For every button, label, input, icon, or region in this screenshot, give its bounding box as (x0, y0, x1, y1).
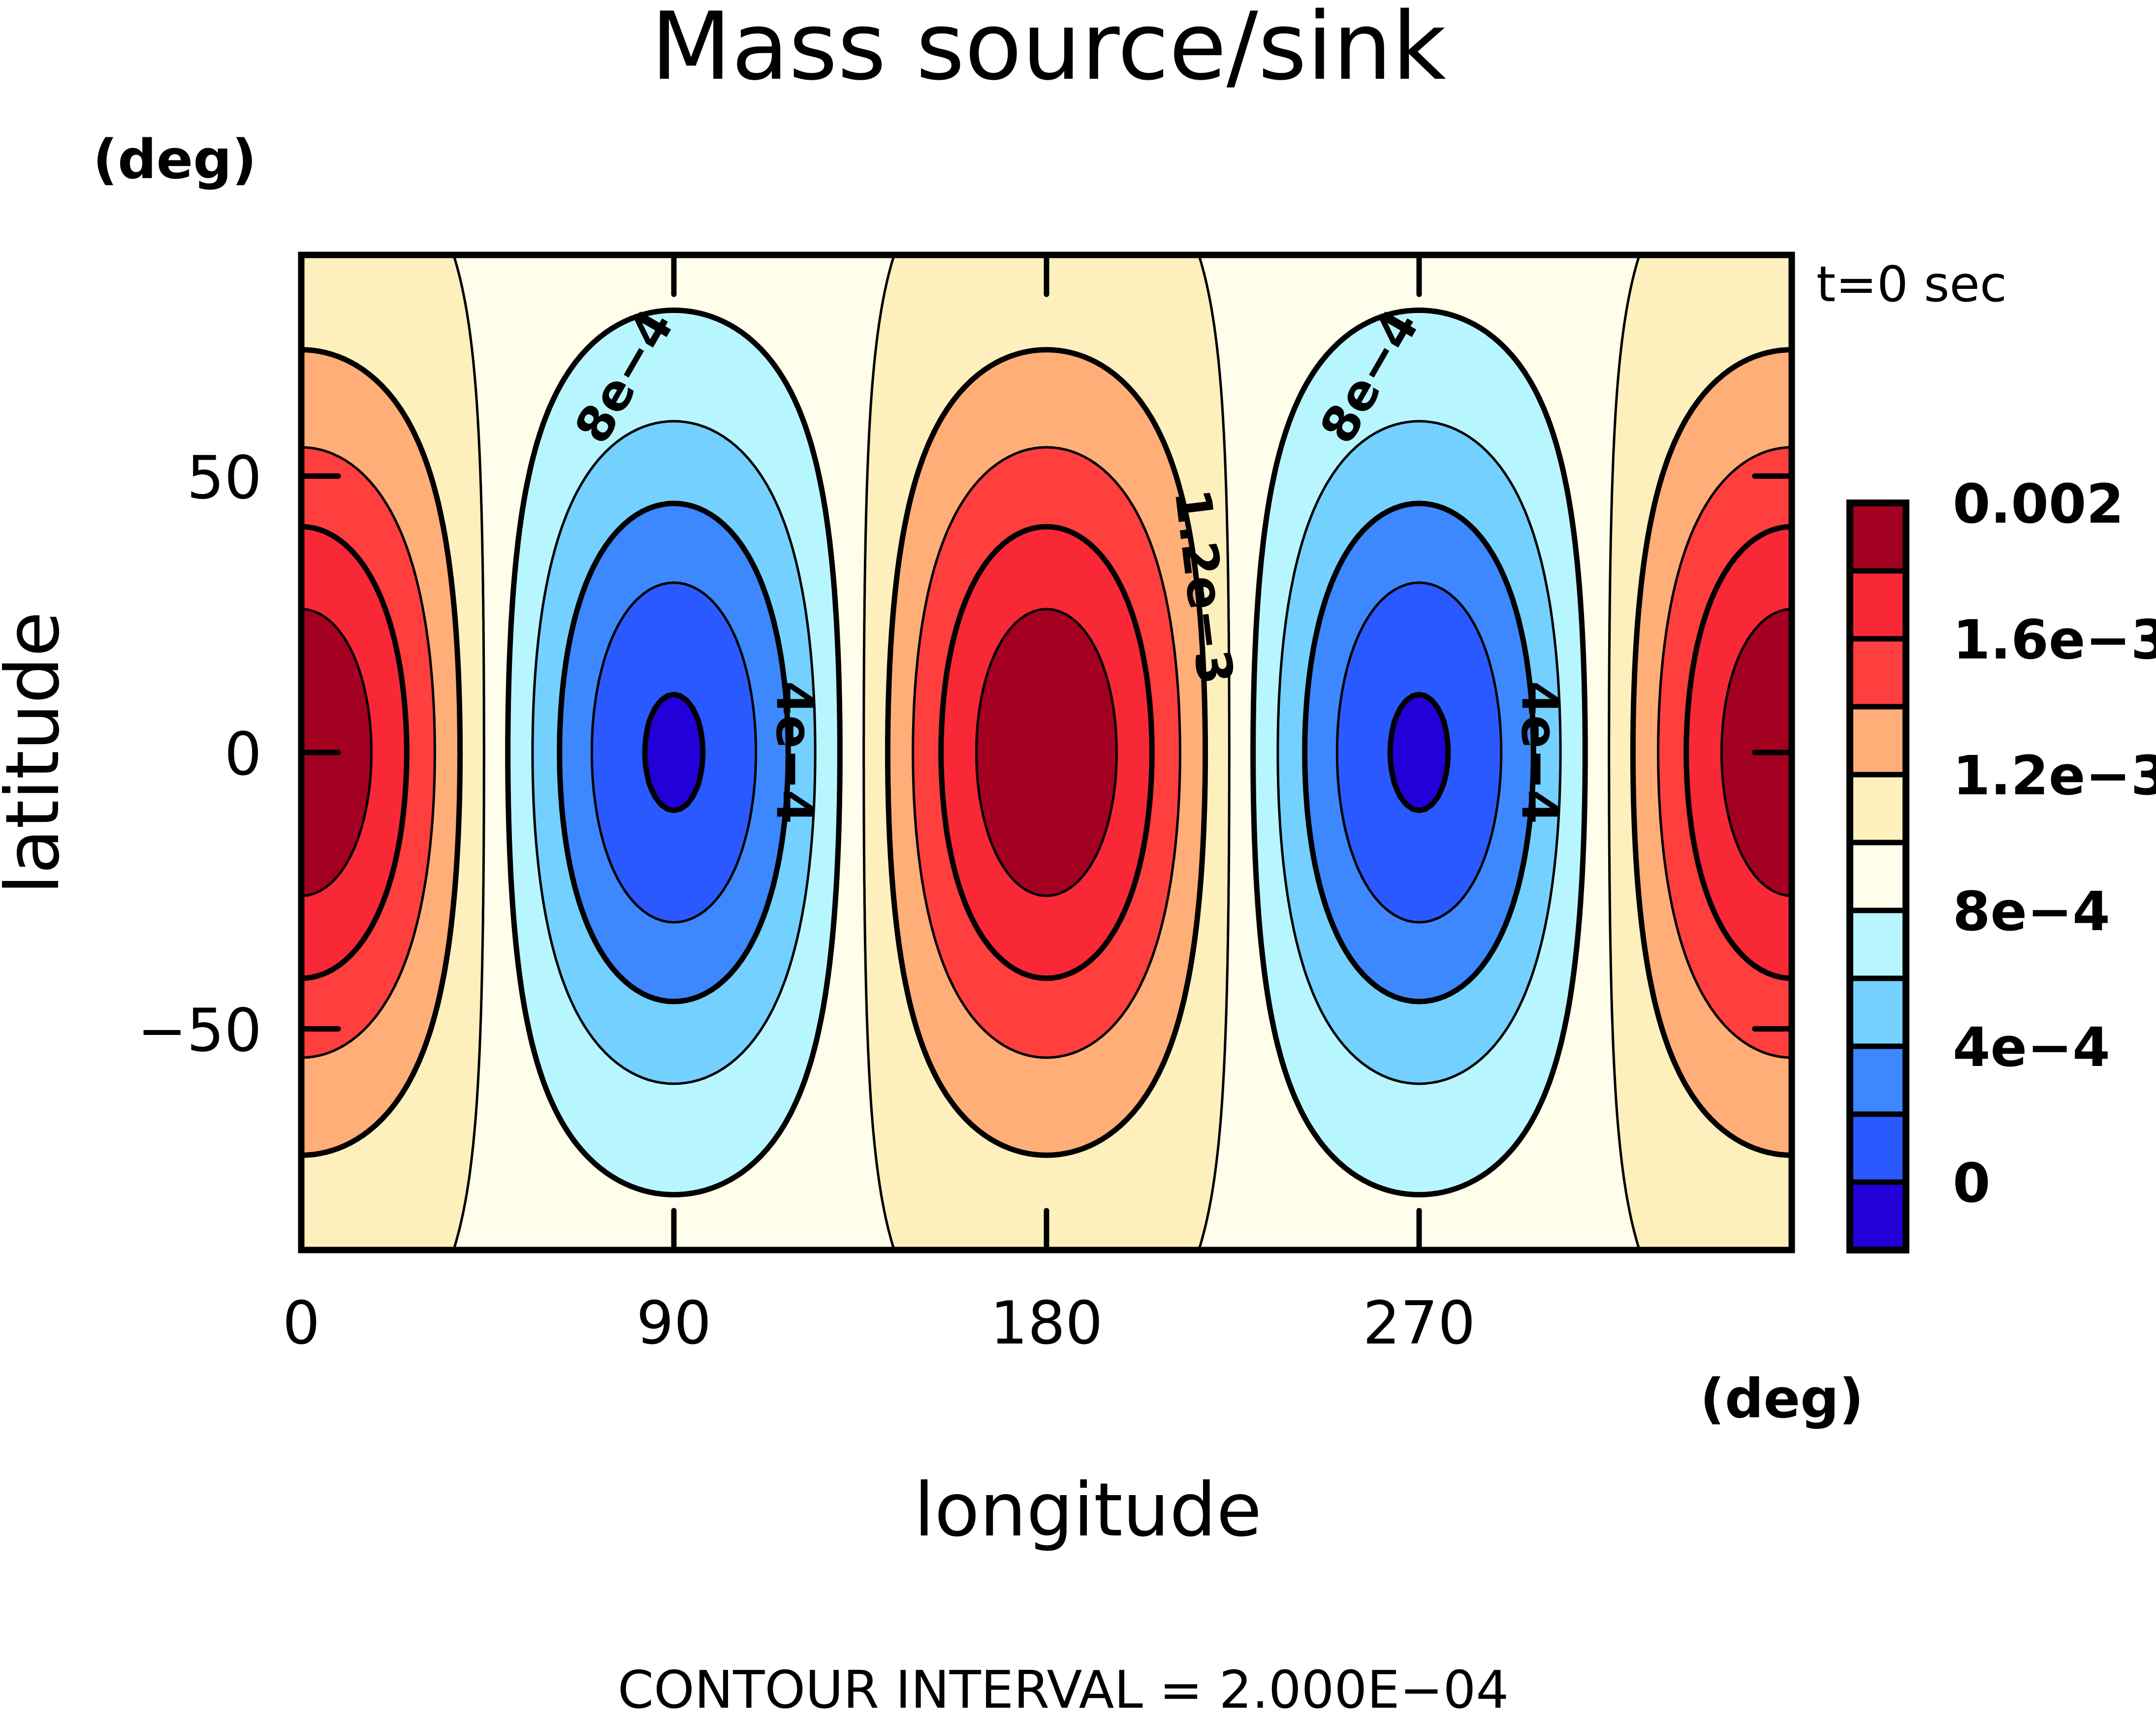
colorbar-tick-label: 4e−4 (1953, 1016, 2110, 1079)
colorbar-box (1847, 907, 1909, 981)
contour-line-0p0002 (590, 581, 1503, 924)
colorbar-box (1847, 975, 1909, 1049)
contour-labels: 8e−44e−41.2e−38e−44e−4 (564, 300, 1568, 824)
contour-line-0p0006 (531, 420, 1562, 1085)
y-tick-label: −50 (137, 997, 262, 1065)
colorbar-box (1847, 1043, 1909, 1117)
colorbar: 0.002 1.6e−3 1.2e−3 8e−4 4e−4 0 (1846, 472, 2156, 1253)
contour-line-0 (642, 691, 1451, 813)
x-axis-title: longitude (914, 1468, 1262, 1553)
colorbar-box (1847, 840, 1909, 913)
colorbar-frame (1846, 500, 1909, 1253)
colorbar-tick-label: 1.6e−3 (1953, 608, 2156, 671)
colorbar-box (1847, 704, 1909, 778)
colorbar-box (1847, 1111, 1909, 1185)
contour-label: 8e−4 (564, 300, 685, 453)
x-tick-label: 90 (636, 1289, 712, 1358)
contour-line-0p0008 (505, 307, 1588, 1198)
y-axis-title: latitude (0, 611, 76, 894)
y-axis-unit: (deg) (93, 128, 257, 191)
chart-title: Mass source/sink (651, 0, 1446, 101)
colorbar-box (1847, 568, 1909, 642)
y-tick-label: 50 (187, 444, 262, 512)
contour-lines (298, 253, 1795, 1251)
colorbar-tick-label: 1.2e−3 (1953, 744, 2156, 807)
colorbar-boxes (1846, 500, 1909, 1253)
colorbar-tick-label: 0.002 (1953, 472, 2124, 535)
colorbar-labels: 0.002 1.6e−3 1.2e−3 8e−4 4e−4 0 (1953, 472, 2156, 1215)
x-tick-label: 180 (990, 1289, 1103, 1358)
contour-interval-footer: CONTOUR INTERVAL = 2.000E−04 (618, 1660, 1509, 1720)
contour-label: 4e−4 (1510, 681, 1568, 824)
colorbar-box (1847, 500, 1909, 574)
contour-fill-raster (301, 255, 1792, 1250)
colorbar-tick-label: 0 (1953, 1152, 1991, 1215)
colorbar-box (1847, 636, 1909, 710)
axis-tick-labels: 0 90 180 270 −50 0 50 (137, 444, 1476, 1358)
x-axis-unit: (deg) (1700, 1367, 1864, 1430)
colorbar-tick-label: 8e−4 (1953, 880, 2110, 943)
x-tick-label: 270 (1363, 1289, 1475, 1358)
x-tick-label: 0 (283, 1289, 320, 1358)
time-annotation: t=0 sec (1816, 255, 2007, 313)
contour-line-0p0004 (557, 500, 1536, 1004)
colorbar-box (1847, 772, 1909, 845)
contour-label: 8e−4 (1309, 300, 1430, 453)
contour-label: 4e−4 (765, 681, 823, 824)
colorbar-box (1847, 1179, 1909, 1253)
y-tick-label: 0 (224, 720, 262, 789)
axis-ticks (298, 252, 1795, 1253)
